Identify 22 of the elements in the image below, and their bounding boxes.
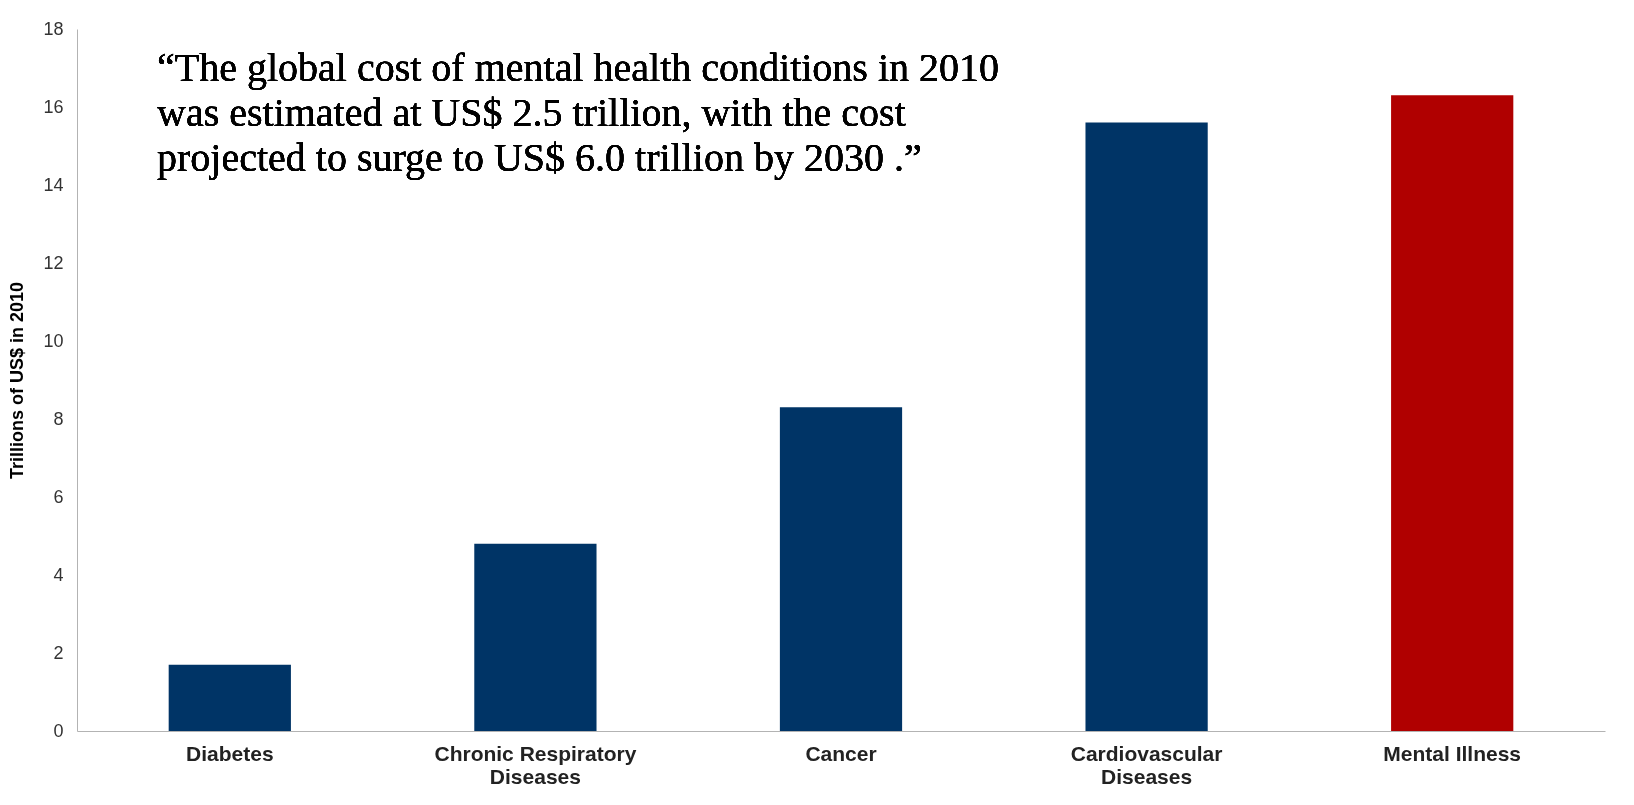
y-tick-label: 16 xyxy=(43,96,64,117)
y-axis-title: Trillions of US$ in 2010 xyxy=(7,281,28,480)
y-tick-label: 6 xyxy=(53,486,64,507)
x-tick-label: Cancer xyxy=(805,741,877,765)
x-tick-label: Cardiovascular Diseases xyxy=(1070,741,1223,788)
x-tick-label: Diabetes xyxy=(186,741,274,765)
bar xyxy=(168,664,291,731)
x-tick-label: Chronic Respiratory Diseases xyxy=(434,741,637,788)
y-tick-label: 14 xyxy=(43,174,64,195)
y-tick-label: 12 xyxy=(43,252,64,273)
y-tick-label: 2 xyxy=(53,642,64,663)
bar xyxy=(474,543,597,731)
y-tick-label: 18 xyxy=(43,18,64,39)
bar xyxy=(1085,122,1208,731)
bar xyxy=(1391,95,1514,731)
y-tick-label: 4 xyxy=(53,564,64,585)
annotation: “The global cost of mental health conditions in 2010 was estimated at US$ 2.5 trillion, with the cost projected to surge to US$ 6.0 trillion by 2030 .” xyxy=(157,45,1000,180)
y-tick-label: 10 xyxy=(43,330,64,351)
y-tick-label: 0 xyxy=(53,720,64,741)
y-tick-label: 8 xyxy=(53,408,64,429)
x-tick-label: Mental Illness xyxy=(1383,741,1522,765)
bar xyxy=(779,407,903,731)
